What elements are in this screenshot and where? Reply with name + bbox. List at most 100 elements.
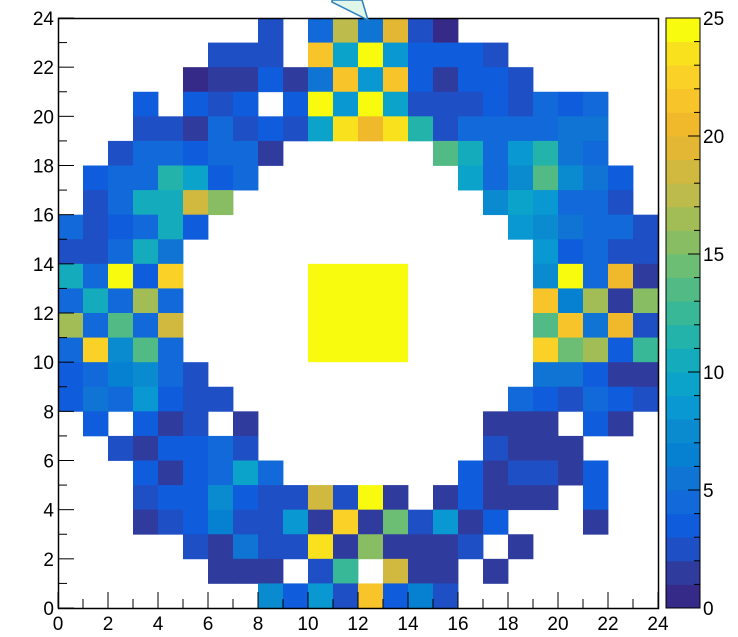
- heatmap-cell: [233, 485, 259, 511]
- heatmap-cell: [483, 42, 509, 68]
- heatmap-cell: [558, 435, 584, 461]
- heatmap-cell: [333, 583, 359, 609]
- heatmap-cell: [358, 509, 384, 535]
- heatmap-cell: [408, 42, 434, 68]
- heatmap-cell: [208, 91, 234, 117]
- heatmap-cells: [58, 18, 659, 609]
- heatmap-cell: [108, 362, 134, 388]
- heatmap-cell: [208, 140, 234, 166]
- heatmap-cell: [533, 116, 559, 142]
- heatmap-cell: [133, 263, 159, 289]
- heatmap-cell: [633, 263, 659, 289]
- colorbar-swatch: [666, 466, 700, 491]
- heatmap-cell: [633, 288, 659, 314]
- colorbar-tick-label: 20: [703, 127, 724, 148]
- heatmap-cell: [508, 165, 534, 191]
- heatmap-cell: [158, 288, 184, 314]
- heatmap-cell: [208, 460, 234, 486]
- colorbar-tick-label: 0: [703, 599, 714, 620]
- heatmap-cell: [508, 67, 534, 93]
- heatmap-cell: [283, 583, 309, 609]
- x-tick-label: 6: [203, 614, 214, 635]
- colorbar-swatch: [666, 41, 700, 66]
- heatmap-cell: [333, 558, 359, 584]
- colorbar-tick-label: 15: [703, 245, 724, 266]
- heatmap-cell: [458, 534, 484, 560]
- heatmap-cell: [383, 67, 409, 93]
- heatmap-cell: [633, 337, 659, 363]
- heatmap-cell: [608, 239, 634, 265]
- heatmap-cell: [558, 288, 584, 314]
- heatmap-cell: [233, 140, 259, 166]
- heatmap-cell: [383, 18, 409, 43]
- heatmap-cell: [233, 116, 259, 142]
- heatmap-cell: [108, 190, 134, 216]
- heatmap-cell: [308, 534, 334, 560]
- heatmap-cell: [183, 485, 209, 511]
- heatmap-cell: [533, 263, 559, 289]
- heatmap-cell: [283, 67, 309, 93]
- heatmap-cell: [433, 42, 459, 68]
- heatmap-cell: [558, 313, 584, 338]
- heatmap-cell: [408, 18, 434, 43]
- heatmap-cell: [483, 460, 509, 486]
- heatmap-cell: [608, 263, 634, 289]
- heatmap-cell: [483, 67, 509, 93]
- heatmap-cell: [383, 116, 409, 142]
- heatmap-cell: [258, 558, 284, 584]
- heatmap-cell: [183, 190, 209, 216]
- colorbar-swatch: [666, 324, 700, 349]
- heatmap-cell: [558, 116, 584, 142]
- heatmap-cell: [58, 263, 84, 289]
- heatmap-cell: [583, 460, 609, 486]
- heatmap-cell: [233, 411, 259, 437]
- heatmap-cell: [583, 91, 609, 117]
- colorbar-swatch: [666, 301, 700, 326]
- heatmap-cell: [108, 239, 134, 265]
- x-tick-label: 18: [497, 614, 518, 635]
- heatmap-cell: [633, 362, 659, 388]
- x-tick-label: 16: [447, 614, 468, 635]
- y-tick-label: 24: [33, 9, 55, 30]
- heatmap-cell: [58, 214, 84, 240]
- heatmap-cell: [58, 337, 84, 363]
- colorbar-swatch: [666, 65, 700, 90]
- heatmap-cell: [158, 362, 184, 388]
- heatmap-cell: [583, 362, 609, 388]
- heatmap-cell: [483, 411, 509, 437]
- heatmap-cell: [108, 140, 134, 166]
- heatmap-cell: [158, 411, 184, 437]
- heatmap-cell: [233, 460, 259, 486]
- colorbar-swatch: [666, 230, 700, 255]
- heatmap-cell: [233, 509, 259, 535]
- heatmap-cell: [208, 534, 234, 560]
- heatmap-cell: [458, 140, 484, 166]
- heatmap-cell: [508, 214, 534, 240]
- heatmap-cell: [258, 460, 284, 486]
- heatmap-cell: [133, 116, 159, 142]
- heatmap-cell: [558, 386, 584, 412]
- heatmap-cell: [158, 460, 184, 486]
- heatmap-cell: [233, 42, 259, 68]
- heatmap-cell: [358, 18, 384, 43]
- heatmap-cell: [558, 239, 584, 265]
- heatmap-cell: [183, 67, 209, 93]
- heatmap-cell: [208, 42, 234, 68]
- heatmap-cell: [208, 509, 234, 535]
- heatmap-cell: [583, 337, 609, 363]
- heatmap-cell: [158, 214, 184, 240]
- heatmap-cell: [358, 42, 384, 68]
- heatmap-cell: [358, 116, 384, 142]
- colorbar-swatch: [666, 442, 700, 467]
- colorbar-swatch: [666, 88, 700, 113]
- heatmap-cell: [358, 583, 384, 609]
- heatmap-cell: [533, 386, 559, 412]
- heatmap-cell: [583, 313, 609, 338]
- heatmap-cell: [308, 583, 334, 609]
- heatmap-cell: [83, 362, 109, 388]
- heatmap-cell: [83, 386, 109, 412]
- heatmap-cell: [133, 91, 159, 117]
- heatmap-cell: [208, 116, 234, 142]
- heatmap-cell: [483, 165, 509, 191]
- heatmap-cell: [258, 116, 284, 142]
